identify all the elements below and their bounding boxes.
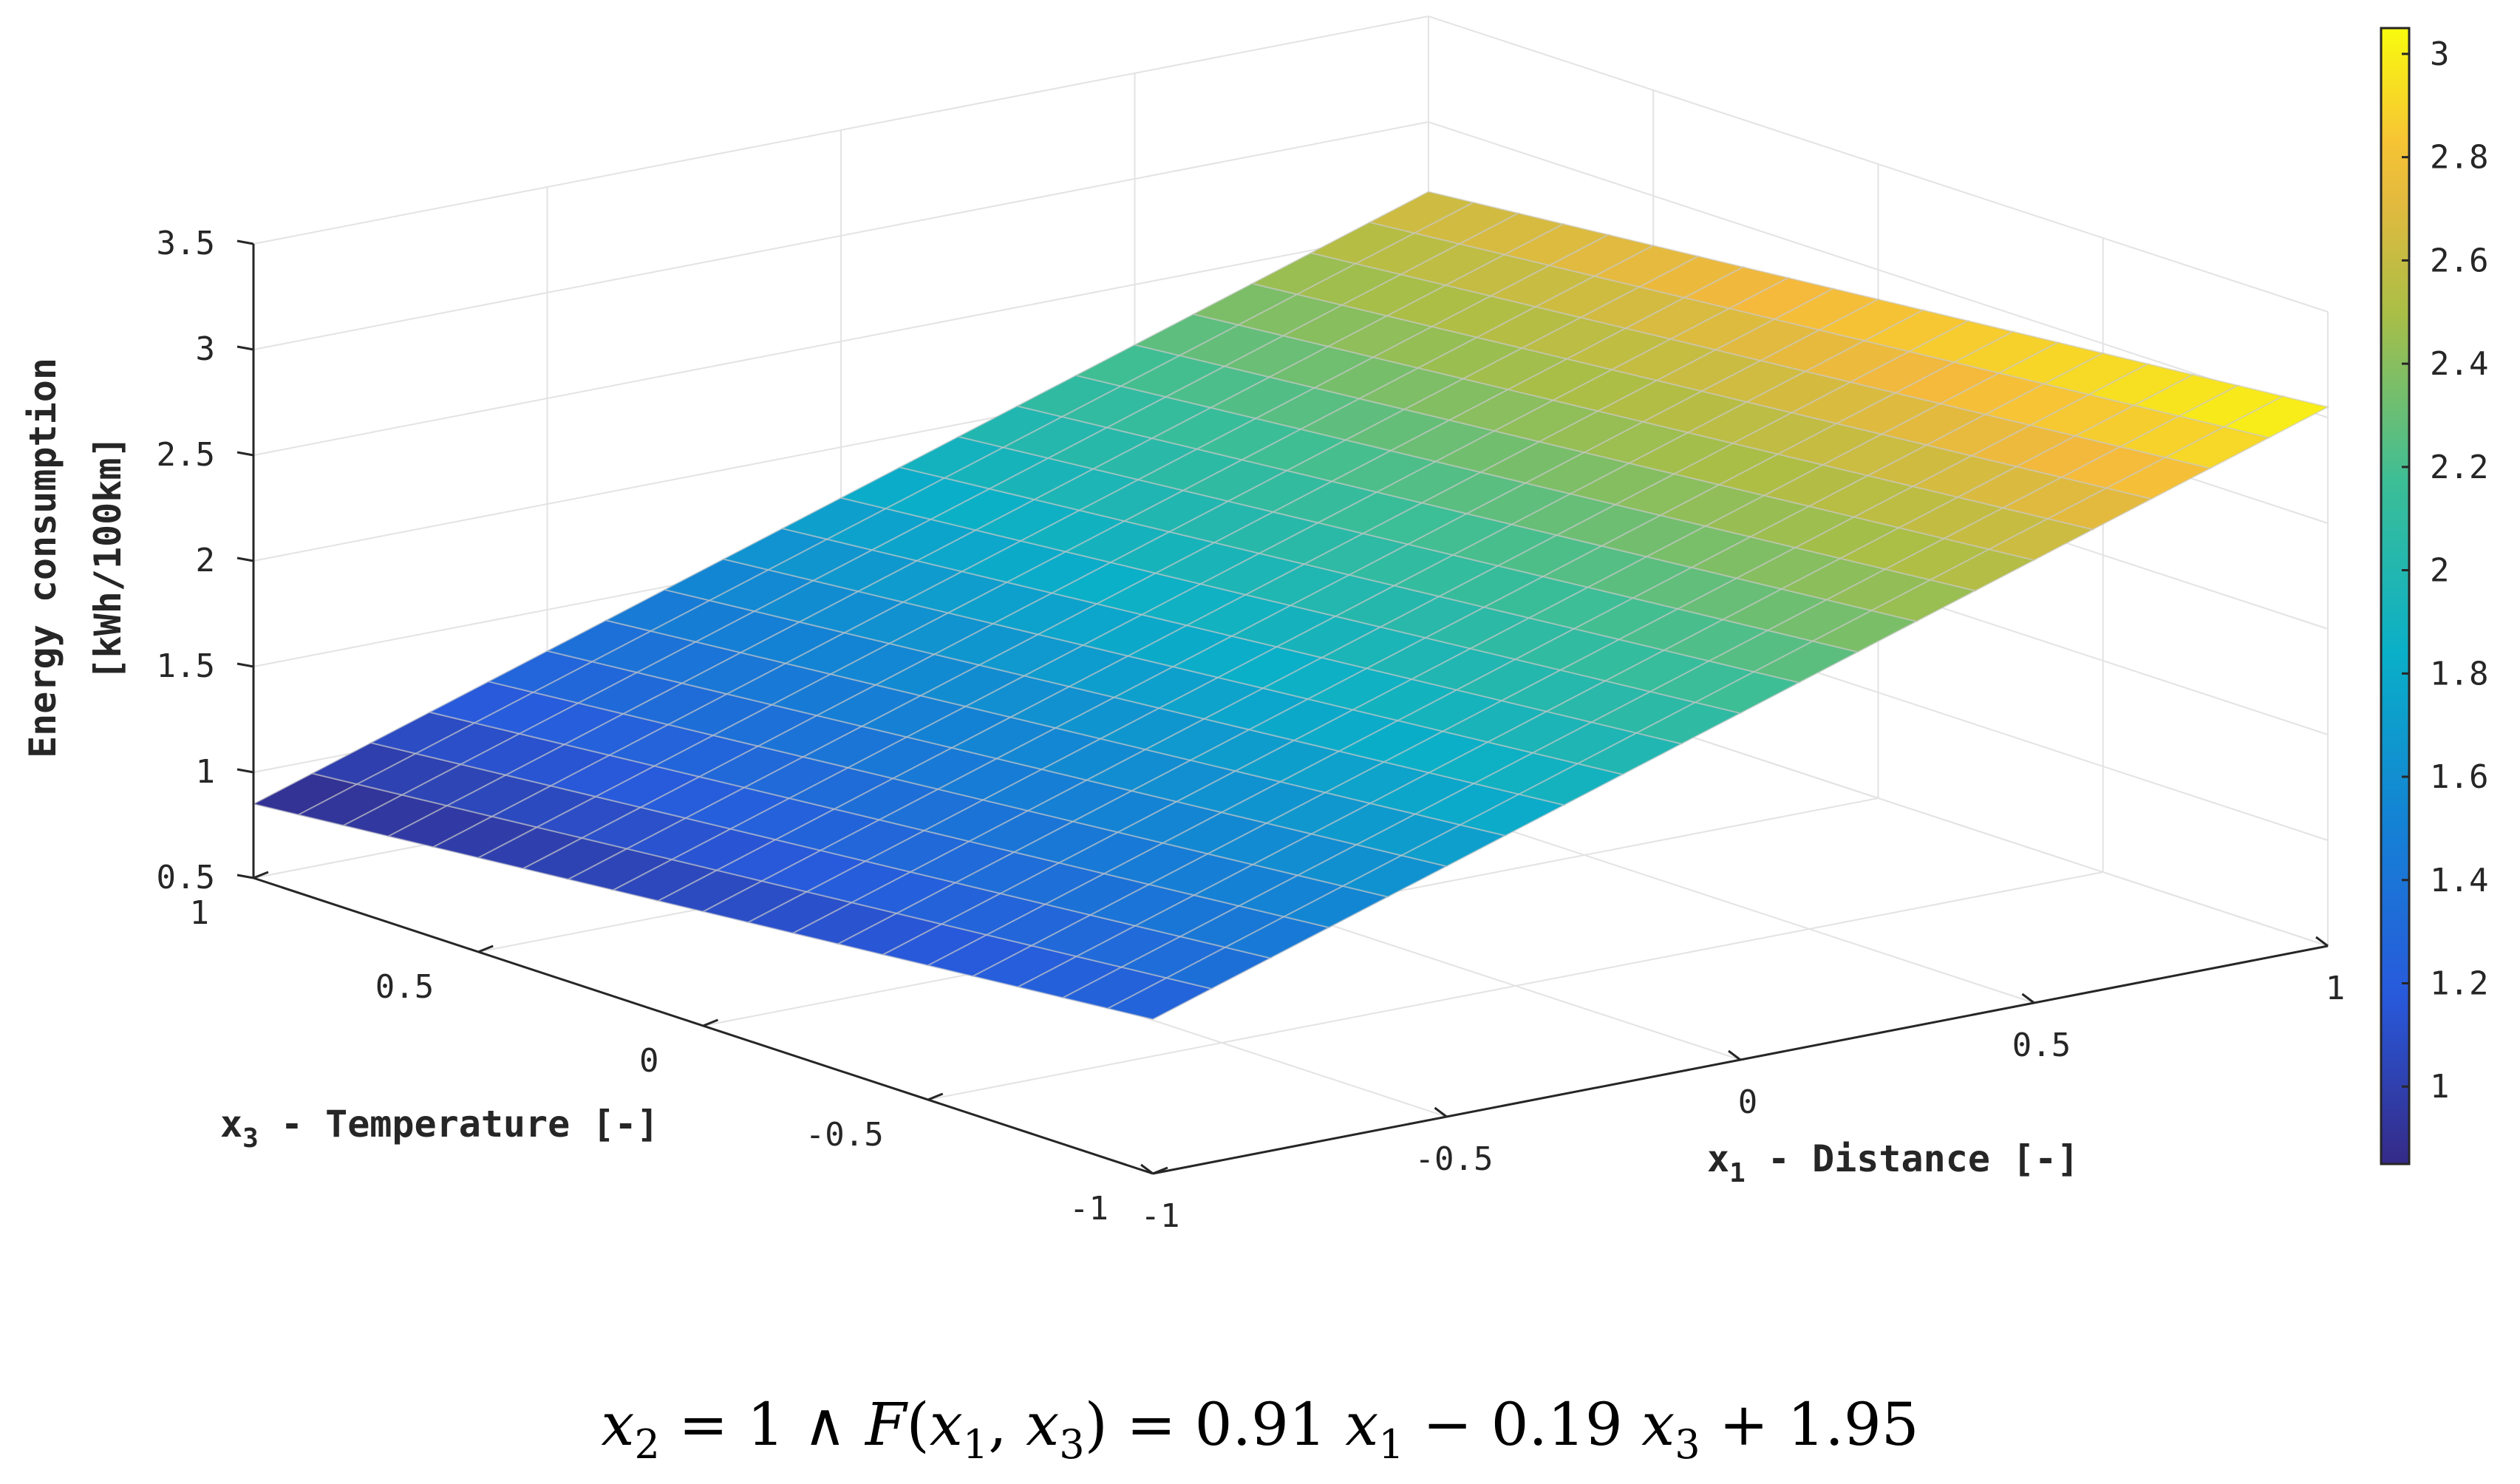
colorbar-tick-label: 1.8 [2430,655,2488,692]
colorbar-tick-label: 1.4 [2430,862,2488,899]
x3-tick [702,1018,719,1027]
colorbar-tick-label: 1 [2430,1068,2450,1106]
z-tick-label: 1.5 [157,647,215,685]
colorbar-gradient [2380,27,2411,1165]
equation-caption: x2 = 1 ∧ F(x1, x3) = 0.91 x1 − 0.19 x3 +… [601,1390,1918,1468]
colorbar-tick-label: 3 [2430,35,2450,73]
z-tick-label: 2 [196,542,216,579]
z-tick [236,662,254,668]
x1-tick-label: 0.5 [2012,1027,2071,1064]
x1-tick [1434,1106,1448,1118]
x3-tick-label: 1 [190,894,210,932]
x3-tick [477,944,494,953]
colorbar-tick-label: 1.2 [2430,964,2488,1002]
z-axis-label-line1: Energy consumption [21,358,64,758]
colorbar-tick-label: 2.4 [2430,345,2488,383]
colorbar-tick-label: 2.8 [2430,139,2488,177]
z-tick [236,451,254,457]
z-tick-label: 0.5 [157,859,215,896]
z-tick [236,556,254,562]
z-tick-label: 1 [196,753,216,791]
z-tick [236,345,254,351]
colorbar-tick-label: 2.6 [2430,242,2488,279]
z-tick-label: 2.5 [157,436,215,474]
x1-tick-label: 1 [2326,970,2346,1007]
x1-axis-ticks: -1 -0.5 0 0.5 1 [1140,936,2346,1235]
z-tick-label: 3.5 [157,225,215,262]
x3-tick [253,871,269,879]
x1-tick [2315,936,2329,947]
x3-tick [1152,1166,1168,1175]
z-tick [236,874,254,879]
x1-tick [1140,1163,1154,1175]
x3-tick [927,1092,944,1101]
x1-tick [2021,993,2035,1004]
x3-tick-label: -1 [1069,1190,1109,1228]
z-tick [236,239,254,245]
x1-tick-label: -0.5 [1415,1140,1494,1178]
x3-axis-ticks: -1 -0.5 0 0.5 1 [190,871,1168,1228]
z-tick [236,768,254,774]
x3-tick-label: 0.5 [375,968,434,1006]
z-axis-label: Energy consumption [kWh/100km] [21,358,129,758]
surface-patch [2221,395,2330,439]
x1-tick-label: -1 [1141,1197,1180,1235]
colorbar-tick-label: 1.6 [2430,758,2488,796]
x3-tick-label: 0 [639,1042,659,1080]
z-axis-label-line2: [kWh/100km] [86,435,129,680]
x1-tick [1728,1049,1741,1061]
x3-axis-label: x3 - Temperature [-] [220,1103,659,1154]
energy-surface [251,191,2330,1021]
colorbar: 1 1.2 1.4 1.6 1.8 2 2.2 2.4 2.6 2.8 3 [2380,27,2488,1165]
colorbar-tick-label: 2.2 [2430,449,2488,486]
colorbar-tick-label: 2 [2430,552,2450,590]
x1-tick-label: 0 [1738,1083,1758,1121]
z-axis-ticks: 0.5 1 1.5 2 2.5 3 3.5 [157,225,254,896]
x1-axis-label: x1 - Distance [-] [1707,1137,2079,1188]
z-tick-label: 3 [196,330,216,368]
x3-tick-label: -0.5 [806,1116,884,1154]
